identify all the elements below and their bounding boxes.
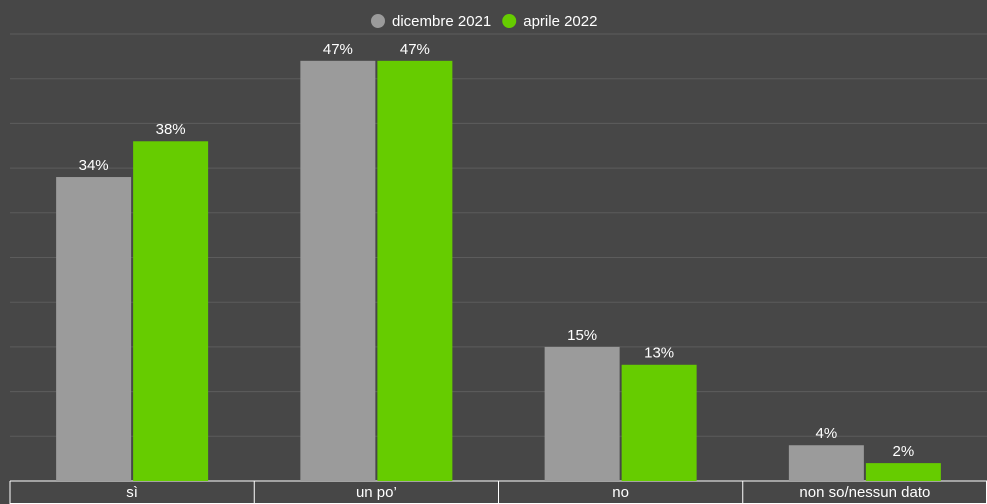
data-label: 15% xyxy=(567,327,597,344)
x-tick-label: un po’ xyxy=(356,484,397,501)
data-label: 4% xyxy=(816,425,838,442)
legend-marker xyxy=(371,14,385,28)
bar xyxy=(788,445,864,481)
legend-label: aprile 2022 xyxy=(523,13,597,30)
data-label: 38% xyxy=(156,121,186,138)
data-label: 47% xyxy=(400,41,430,58)
bar xyxy=(56,177,132,482)
bar xyxy=(377,60,453,481)
bar xyxy=(865,463,941,481)
legend-label: dicembre 2021 xyxy=(392,13,491,30)
x-tick-label: sì xyxy=(126,484,138,501)
bar xyxy=(544,346,620,481)
data-label: 34% xyxy=(79,157,109,174)
legend-marker xyxy=(502,14,517,28)
x-tick-label: non so/nessun dato xyxy=(799,484,930,501)
data-label: 2% xyxy=(893,443,915,460)
bar xyxy=(133,141,209,481)
data-label: 47% xyxy=(323,41,353,58)
bar xyxy=(621,364,697,481)
x-tick-label: no xyxy=(612,484,629,501)
bar xyxy=(300,60,376,481)
data-label: 13% xyxy=(644,345,674,362)
